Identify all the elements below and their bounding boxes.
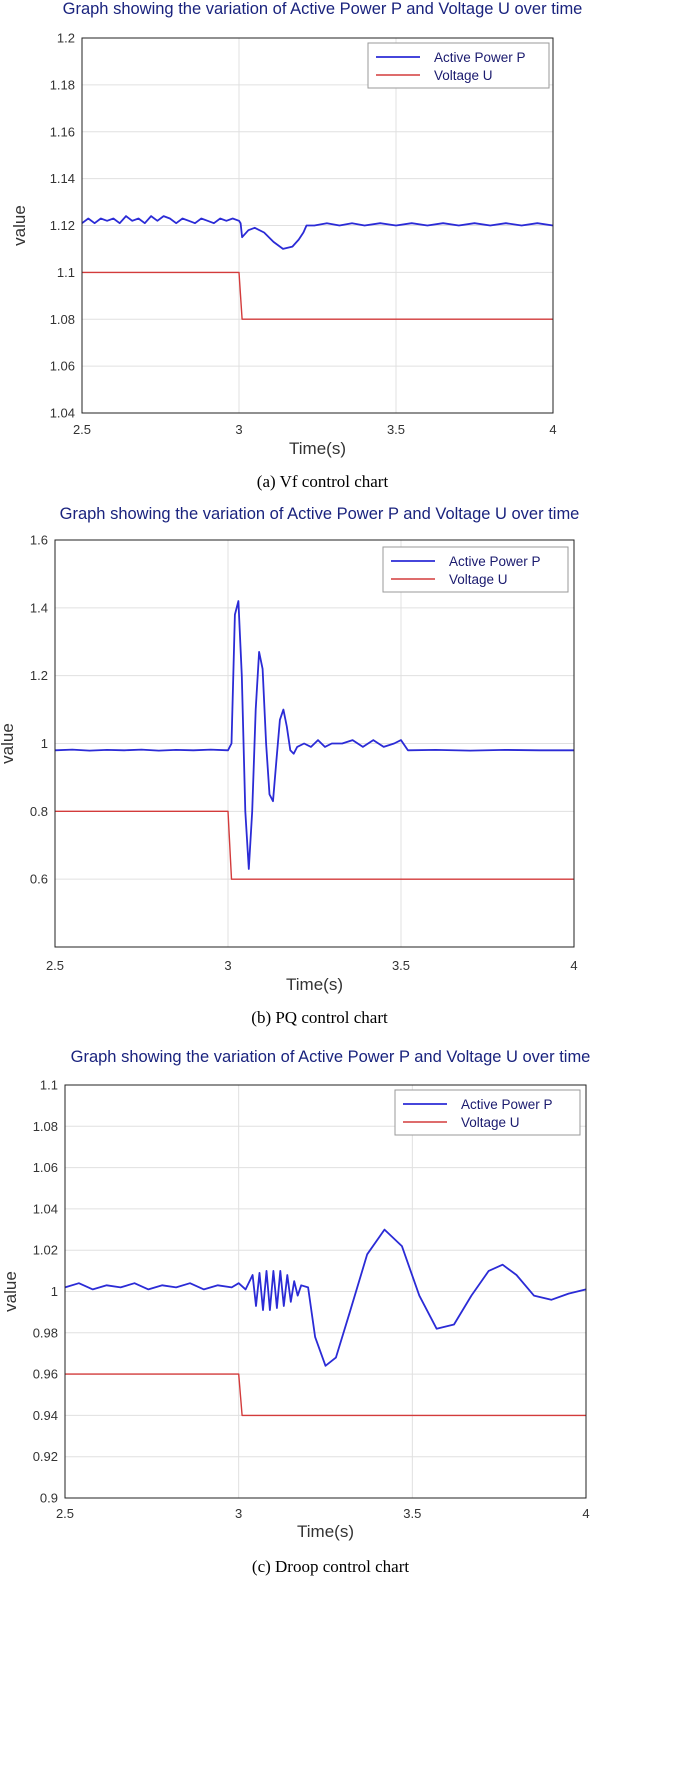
voltage-line: [55, 810, 574, 880]
y-tick-label: 0.92: [33, 1449, 58, 1464]
active-power-line: [81, 215, 554, 250]
x-tick-label: 2.5: [73, 422, 91, 437]
figure-caption: (c) Droop control chart: [252, 1557, 409, 1576]
y-tick-label: 1.06: [33, 1160, 58, 1175]
x-tick-label: 2.5: [46, 958, 64, 973]
y-tick-label: 1.6: [30, 533, 48, 548]
y-tick-label: 0.8: [30, 804, 48, 819]
x-axis-label: Time(s): [289, 439, 346, 458]
legend-label: Active Power P: [434, 50, 526, 65]
y-tick-label: 0.96: [33, 1367, 58, 1382]
legend-label: Voltage U: [461, 1115, 520, 1130]
x-tick-label: 3: [224, 958, 231, 973]
y-tick-label: 0.98: [33, 1325, 58, 1340]
y-tick-label: 1.2: [57, 31, 75, 46]
x-axis-label: Time(s): [297, 1522, 354, 1541]
y-tick-label: 1.04: [33, 1201, 58, 1216]
legend-label: Active Power P: [449, 554, 541, 569]
y-axis-label: value: [10, 205, 29, 246]
x-tick-label: 3.5: [392, 958, 410, 973]
y-tick-label: 1: [51, 1284, 58, 1299]
y-tick-label: 1.2: [30, 668, 48, 683]
y-tick-label: 1.02: [33, 1243, 58, 1258]
legend-box: [367, 42, 550, 89]
chart-title: Graph showing the variation of Active Po…: [63, 0, 583, 18]
y-tick-label: 1.12: [50, 218, 75, 233]
figure-caption: (a) Vf control chart: [257, 472, 389, 491]
voltage-line: [82, 271, 553, 320]
legend: Active Power P Voltage U: [394, 1089, 581, 1136]
y-tick-label: 0.9: [40, 1491, 58, 1506]
figure-caption: (b) PQ control chart: [251, 1008, 388, 1027]
legend-box: [394, 1089, 581, 1136]
voltage-line: [65, 1373, 586, 1417]
x-tick-label: 4: [582, 1506, 589, 1521]
x-tick-label: 4: [570, 958, 577, 973]
legend: Active Power P Voltage U: [382, 546, 569, 593]
y-tick-label: 1.1: [57, 265, 75, 280]
y-axis-label: value: [1, 1271, 20, 1312]
y-tick-label: 1.08: [33, 1119, 58, 1134]
active-power-line: [54, 600, 574, 870]
chart-vf: Graph showing the variation of Active Po…: [10, 0, 582, 491]
plot-frame: [54, 539, 575, 948]
legend: Active Power P Voltage U: [367, 42, 550, 89]
y-tick-label: 0.94: [33, 1408, 58, 1423]
y-tick-label: 1: [41, 736, 48, 751]
x-tick-label: 4: [549, 422, 556, 437]
x-tick-label: 3: [235, 422, 242, 437]
legend-label: Active Power P: [461, 1097, 553, 1112]
chart-pq: Graph showing the variation of Active Po…: [0, 505, 579, 1027]
legend-label: Voltage U: [434, 68, 493, 83]
active-power-line: [64, 1228, 587, 1367]
chart-droop: Graph showing the variation of Active Po…: [1, 1048, 590, 1576]
x-axis-label: Time(s): [286, 975, 343, 994]
y-tick-label: 1.4: [30, 600, 48, 615]
plot-frame: [81, 37, 554, 414]
x-tick-label: 3.5: [403, 1506, 421, 1521]
x-tick-label: 2.5: [56, 1506, 74, 1521]
chart-title: Graph showing the variation of Active Po…: [71, 1048, 591, 1066]
y-tick-label: 1.18: [50, 77, 75, 92]
y-tick-label: 1.1: [40, 1078, 58, 1093]
y-axis-label: value: [0, 723, 17, 764]
y-tick-label: 1.04: [50, 406, 75, 421]
y-tick-label: 1.16: [50, 124, 75, 139]
x-tick-label: 3: [235, 1506, 242, 1521]
legend-label: Voltage U: [449, 572, 508, 587]
chart-title: Graph showing the variation of Active Po…: [60, 505, 580, 523]
y-tick-label: 0.6: [30, 872, 48, 887]
y-tick-label: 1.06: [50, 359, 75, 374]
y-tick-label: 1.08: [50, 312, 75, 327]
y-tick-label: 1.14: [50, 171, 75, 186]
x-tick-label: 3.5: [387, 422, 405, 437]
legend-box: [382, 546, 569, 593]
plot-frame: [64, 1084, 587, 1499]
